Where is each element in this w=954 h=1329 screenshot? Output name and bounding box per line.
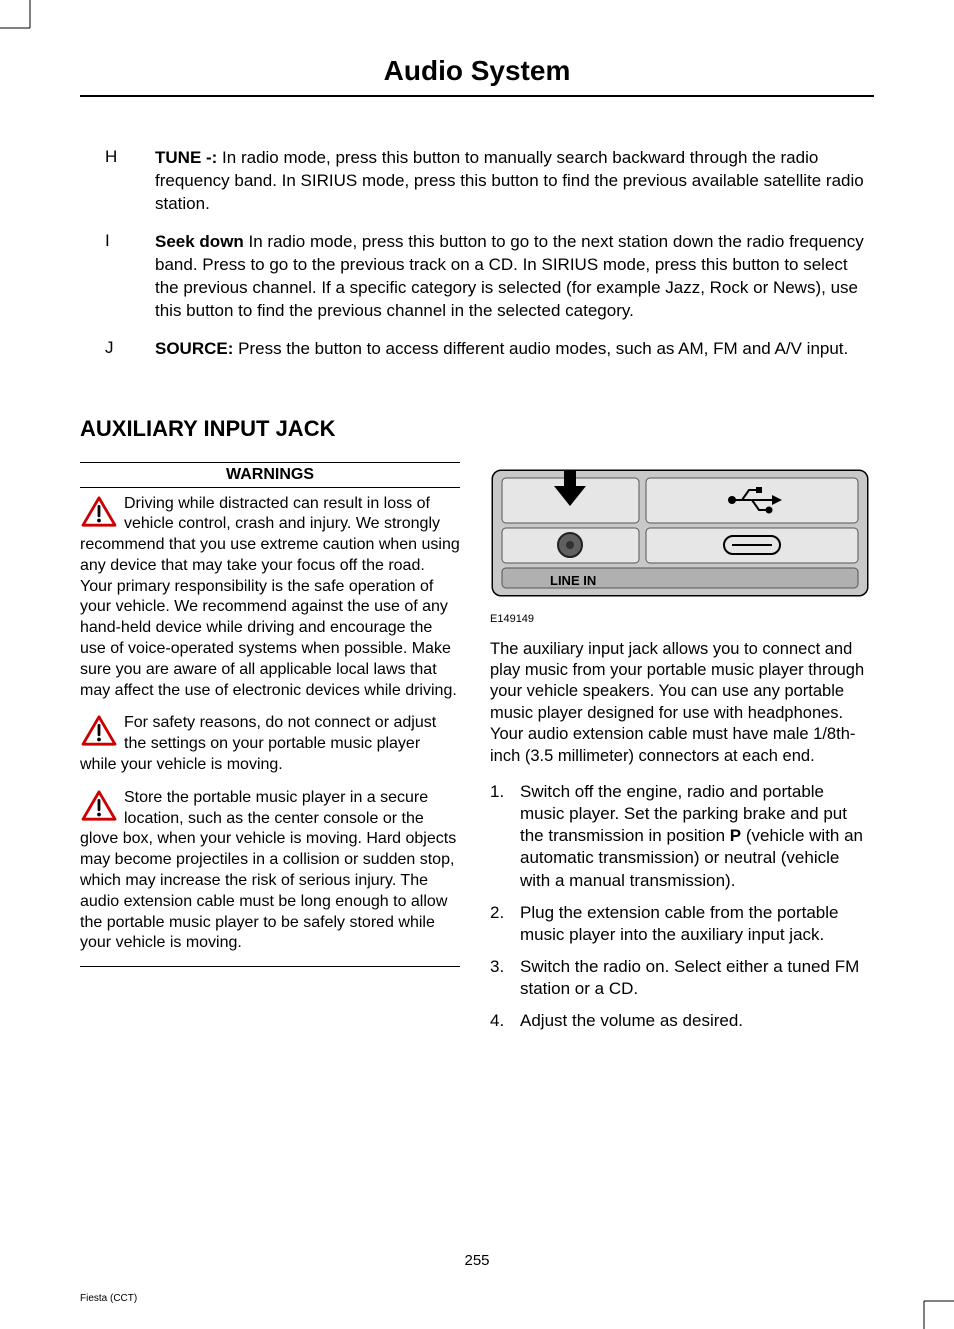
letter-item: H TUNE -: In radio mode, press this butt… (105, 147, 874, 216)
instruction-step: Switch the radio on. Select either a tun… (490, 956, 870, 1000)
section-title-aux: AUXILIARY INPUT JACK (80, 416, 874, 442)
footer-label: Fiesta (CCT) (80, 1293, 137, 1304)
letter-text: TUNE -: In radio mode, press this button… (155, 147, 874, 216)
letter-text: SOURCE: Press the button to access diffe… (155, 338, 848, 361)
warning-block: Store the portable music player in a sec… (80, 788, 460, 954)
instruction-step: Plug the extension cable from the portab… (490, 902, 870, 946)
warning-block: Driving while distracted can result in l… (80, 494, 460, 702)
instruction-step: Switch off the engine, radio and portabl… (490, 781, 870, 891)
page-title: Audio System (80, 55, 874, 87)
aux-jack-figure: LINE IN (490, 468, 870, 598)
warning-icon (80, 790, 118, 822)
warning-block: For safety reasons, do not connect or ad… (80, 713, 460, 775)
letter-item: J SOURCE: Press the button to access dif… (105, 338, 874, 361)
letter-label: J (105, 338, 125, 361)
warnings-header: WARNINGS (80, 462, 460, 488)
right-column: LINE IN E149149 The auxiliary input jack… (490, 462, 870, 1043)
page-number: 255 (464, 1252, 489, 1269)
figure-code: E149149 (490, 613, 870, 625)
letter-label: H (105, 147, 125, 216)
letter-item: I Seek down In radio mode, press this bu… (105, 231, 874, 323)
letter-label: I (105, 231, 125, 323)
svg-text:LINE IN: LINE IN (550, 573, 596, 588)
warning-rule (80, 966, 460, 967)
letter-text: Seek down In radio mode, press this butt… (155, 231, 874, 323)
instruction-list: Switch off the engine, radio and portabl… (490, 781, 870, 1032)
aux-description: The auxiliary input jack allows you to c… (490, 639, 870, 768)
instruction-step: Adjust the volume as desired. (490, 1010, 870, 1032)
warning-icon (80, 496, 118, 528)
warning-icon (80, 715, 118, 747)
letter-list: H TUNE -: In radio mode, press this butt… (105, 147, 874, 361)
left-column: WARNINGS Driving while distracted can re… (80, 462, 460, 1043)
header-rule (80, 95, 874, 97)
